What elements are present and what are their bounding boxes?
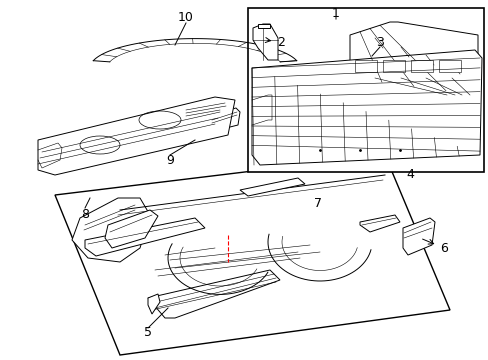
Polygon shape <box>38 97 235 175</box>
Bar <box>247 8 483 172</box>
Polygon shape <box>182 100 229 120</box>
Polygon shape <box>252 24 278 60</box>
Polygon shape <box>105 210 158 248</box>
Text: 6: 6 <box>422 239 447 255</box>
Text: 2: 2 <box>264 36 285 49</box>
Text: 10: 10 <box>178 10 194 23</box>
Bar <box>354 60 376 72</box>
Text: 7: 7 <box>313 197 321 210</box>
Polygon shape <box>209 108 240 130</box>
Text: 9: 9 <box>166 153 174 166</box>
Text: 1: 1 <box>331 6 339 19</box>
Text: 5: 5 <box>143 327 152 339</box>
Text: 8: 8 <box>81 207 89 220</box>
Polygon shape <box>240 178 305 196</box>
Polygon shape <box>148 294 160 314</box>
Bar <box>382 60 404 72</box>
Text: 4: 4 <box>405 167 413 180</box>
Polygon shape <box>72 198 150 262</box>
Polygon shape <box>85 218 204 256</box>
Polygon shape <box>359 215 399 232</box>
Polygon shape <box>251 50 481 165</box>
Polygon shape <box>349 22 477 95</box>
Bar <box>410 60 432 72</box>
Polygon shape <box>402 218 434 255</box>
Text: 3: 3 <box>375 36 383 49</box>
Bar <box>438 60 460 72</box>
Polygon shape <box>258 24 269 28</box>
Polygon shape <box>55 155 449 355</box>
Polygon shape <box>148 270 280 318</box>
